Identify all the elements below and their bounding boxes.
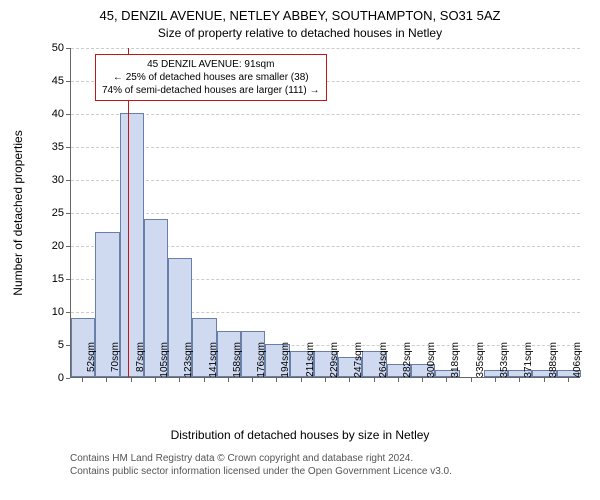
x-tick-mark (252, 378, 253, 382)
x-tick-mark (495, 378, 496, 382)
gridline-h (71, 180, 580, 181)
x-tick-label: 300sqm (426, 342, 437, 382)
y-tick-label: 20 (34, 240, 64, 252)
x-tick-mark (325, 378, 326, 382)
x-tick-mark (204, 378, 205, 382)
x-tick-label: 211sqm (305, 342, 316, 382)
y-tick-label: 35 (34, 141, 64, 153)
chart-title-main: 45, DENZIL AVENUE, NETLEY ABBEY, SOUTHAM… (0, 8, 600, 23)
x-tick-mark (568, 378, 569, 382)
x-tick-label: 141sqm (208, 342, 219, 382)
y-tick-mark (66, 213, 70, 214)
x-tick-mark (544, 378, 545, 382)
y-tick-label: 0 (34, 372, 64, 384)
y-tick-label: 15 (34, 273, 64, 285)
x-tick-mark (398, 378, 399, 382)
x-tick-mark (155, 378, 156, 382)
y-tick-mark (66, 114, 70, 115)
x-tick-label: 406sqm (572, 342, 583, 382)
annotation-box: 45 DENZIL AVENUE: 91sqm ← 25% of detache… (95, 54, 327, 101)
annotation-line3: 74% of semi-detached houses are larger (… (102, 84, 320, 97)
y-tick-label: 5 (34, 339, 64, 351)
y-tick-mark (66, 279, 70, 280)
x-tick-label: 318sqm (450, 342, 461, 382)
attribution-line2: Contains public sector information licen… (70, 465, 452, 478)
gridline-h (71, 147, 580, 148)
y-tick-mark (66, 180, 70, 181)
y-tick-label: 10 (34, 306, 64, 318)
x-tick-label: 388sqm (548, 342, 559, 382)
x-tick-label: 371sqm (523, 342, 534, 382)
x-tick-mark (446, 378, 447, 382)
x-tick-mark (228, 378, 229, 382)
y-tick-mark (66, 48, 70, 49)
x-tick-label: 158sqm (232, 342, 243, 382)
x-tick-label: 247sqm (353, 342, 364, 382)
x-tick-mark (374, 378, 375, 382)
x-tick-label: 335sqm (475, 342, 486, 382)
x-tick-mark (179, 378, 180, 382)
y-tick-label: 25 (34, 207, 64, 219)
annotation-line2: ← 25% of detached houses are smaller (38… (102, 71, 320, 84)
gridline-h (71, 48, 580, 49)
x-tick-label: 123sqm (183, 342, 194, 382)
x-tick-mark (82, 378, 83, 382)
x-tick-label: 52sqm (86, 342, 97, 382)
attribution-line1: Contains HM Land Registry data © Crown c… (70, 452, 452, 465)
x-tick-mark (301, 378, 302, 382)
x-tick-label: 176sqm (256, 342, 267, 382)
x-axis-label: Distribution of detached houses by size … (0, 428, 600, 442)
x-tick-label: 105sqm (159, 342, 170, 382)
x-tick-mark (276, 378, 277, 382)
x-tick-mark (471, 378, 472, 382)
y-tick-mark (66, 246, 70, 247)
y-tick-label: 40 (34, 108, 64, 120)
x-tick-label: 282sqm (402, 342, 413, 382)
gridline-h (71, 213, 580, 214)
x-tick-label: 353sqm (499, 342, 510, 382)
histogram-bar (120, 113, 144, 377)
y-tick-label: 45 (34, 75, 64, 87)
x-tick-mark (519, 378, 520, 382)
x-tick-label: 70sqm (110, 342, 121, 382)
gridline-h (71, 114, 580, 115)
y-tick-mark (66, 345, 70, 346)
y-tick-mark (66, 312, 70, 313)
chart-container: 45, DENZIL AVENUE, NETLEY ABBEY, SOUTHAM… (0, 0, 600, 500)
x-tick-label: 194sqm (280, 342, 291, 382)
x-tick-label: 229sqm (329, 342, 340, 382)
x-tick-mark (131, 378, 132, 382)
x-tick-label: 264sqm (378, 342, 389, 382)
x-tick-label: 87sqm (135, 342, 146, 382)
y-tick-mark (66, 147, 70, 148)
y-axis-label: Number of detached properties (11, 130, 25, 295)
y-tick-mark (66, 81, 70, 82)
x-tick-mark (349, 378, 350, 382)
y-tick-label: 50 (34, 42, 64, 54)
annotation-line1: 45 DENZIL AVENUE: 91sqm (102, 58, 320, 71)
chart-title-sub: Size of property relative to detached ho… (0, 26, 600, 40)
attribution-text: Contains HM Land Registry data © Crown c… (70, 452, 452, 478)
y-tick-mark (66, 378, 70, 379)
y-tick-label: 30 (34, 174, 64, 186)
x-tick-mark (422, 378, 423, 382)
x-tick-mark (106, 378, 107, 382)
